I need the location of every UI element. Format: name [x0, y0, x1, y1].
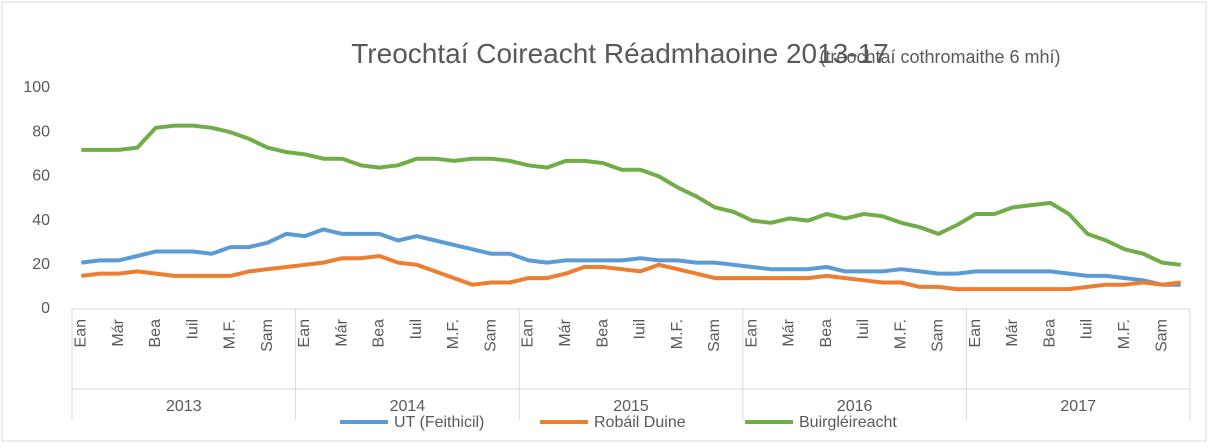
x-tick-label: Iuil	[184, 319, 201, 339]
year-label: 2016	[837, 398, 873, 415]
title: Treochtaí Coireacht Réadmhaoine 2013-17	[351, 38, 889, 69]
legend-label: Buirgléireacht	[799, 414, 897, 431]
x-tick-label: Sam	[1153, 319, 1170, 352]
legend-label: Robáil Duine	[594, 414, 686, 431]
year-label: 2017	[1060, 398, 1096, 415]
x-tick-label: Ean	[743, 319, 760, 347]
chart-title: Treochtaí Coireacht Réadmhaoine 2013-17	[351, 38, 889, 69]
x-tick-label: Iuil	[632, 319, 649, 339]
x-tick-label: M.F.	[445, 319, 462, 349]
y-tick-label: 40	[32, 212, 50, 229]
x-tick-label: Iuil	[408, 319, 425, 339]
x-tick-label: Sam	[706, 319, 723, 352]
y-tick-label: 0	[41, 300, 50, 317]
x-tick-label: Már	[557, 318, 574, 346]
x-tick-label: Ean	[296, 319, 313, 347]
y-tick-label: 80	[32, 123, 50, 140]
x-tick-label: Sam	[259, 319, 276, 352]
x-tick-label: M.F.	[222, 319, 239, 349]
x-tick-label: Sam	[482, 319, 499, 352]
x-tick-label: Ean	[520, 319, 537, 347]
series-line	[81, 123, 1181, 267]
x-tick-label: Már	[781, 318, 798, 346]
x-tick-label: Már	[333, 318, 350, 346]
x-tick-label: Iuil	[855, 319, 872, 339]
x-tick-label: Bea	[818, 319, 835, 348]
series-line	[81, 227, 1181, 287]
y-tick-label: 100	[23, 79, 50, 96]
y-tick-label: 20	[32, 256, 50, 273]
x-tick-label: M.F.	[892, 319, 909, 349]
x-tick-label: Már	[1004, 318, 1021, 346]
x-tick-label: Iuil	[1079, 319, 1096, 339]
subtitle: (treochtaí cothromaithe 6 mhí)	[819, 47, 1060, 67]
year-label: 2015	[613, 398, 649, 415]
x-tick-label: Bea	[1041, 319, 1058, 348]
x-tick-label: Bea	[147, 319, 164, 348]
x-tick-label: Bea	[371, 319, 388, 348]
year-label: 2014	[390, 398, 426, 415]
x-tick-label: Ean	[967, 319, 984, 347]
y-tick-label: 60	[32, 168, 50, 185]
x-tick-label: M.F.	[1116, 319, 1133, 349]
x-tick-label: Bea	[594, 319, 611, 348]
x-tick-label: Ean	[73, 319, 90, 347]
year-label: 2013	[166, 398, 202, 415]
series-line	[81, 254, 1181, 292]
x-tick-label: Már	[110, 318, 127, 346]
x-tick-label: M.F.	[669, 319, 686, 349]
x-tick-label: Sam	[930, 319, 947, 352]
legend-label: UT (Feithicil)	[394, 414, 484, 431]
